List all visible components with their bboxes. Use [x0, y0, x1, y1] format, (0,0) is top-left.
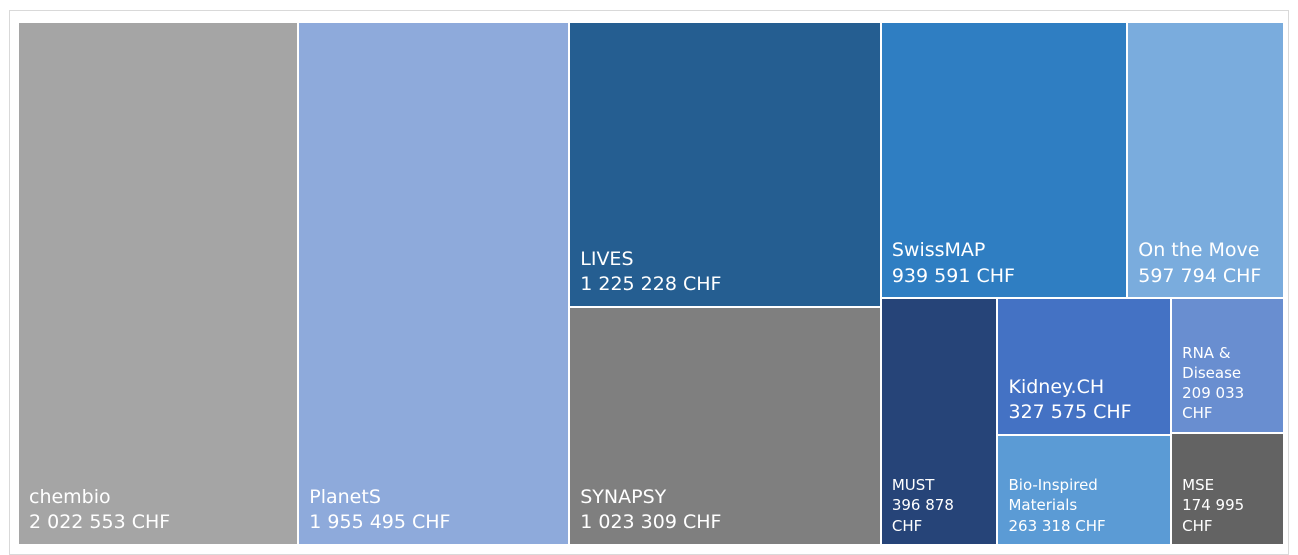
- treemap-cell: RNA & Disease 209 033 CHF: [1171, 298, 1284, 433]
- cell-value: 263 318 CHF: [1008, 516, 1106, 535]
- cell-label: MSE: [1182, 476, 1215, 495]
- treemap-cell: On the Move 597 794 CHF: [1127, 22, 1284, 299]
- cell-value: 174 995 CHF: [1182, 496, 1245, 535]
- treemap-cell: LIVES 1 225 228 CHF: [569, 22, 881, 307]
- cell-value: 396 878 CHF: [891, 496, 954, 535]
- cell-label: On the Move: [1138, 239, 1260, 262]
- cell-label: PlanetS: [309, 485, 381, 508]
- cell-label: LIVES: [580, 247, 634, 270]
- cell-value: 939 591 CHF: [891, 264, 1015, 287]
- treemap-cell: Kidney.CH 327 575 CHF: [997, 298, 1172, 436]
- treemap-cell: chembio 2 022 553 CHF: [18, 22, 299, 545]
- cell-label: RNA & Disease: [1182, 343, 1242, 382]
- cell-label: Bio-Inspired Materials: [1008, 476, 1098, 515]
- cell-label: SYNAPSY: [580, 485, 667, 508]
- treemap-cell: SwissMAP 939 591 CHF: [880, 22, 1128, 299]
- cell-value: 209 033 CHF: [1182, 384, 1245, 423]
- cell-value: 1 955 495 CHF: [309, 511, 451, 534]
- cell-label: Kidney.CH: [1008, 375, 1105, 398]
- treemap-cell: MSE 174 995 CHF: [1171, 432, 1284, 545]
- cell-label: SwissMAP: [891, 239, 986, 262]
- cell-value: 597 794 CHF: [1138, 264, 1262, 287]
- cell-label: MUST: [891, 476, 935, 495]
- treemap: chembio 2 022 553 CHF PlanetS 1 955 495 CHF…: [18, 22, 1284, 545]
- cell-value: 1 225 228 CHF: [580, 273, 722, 296]
- treemap-cell: PlanetS 1 955 495 CHF: [298, 22, 570, 545]
- cell-label: chembio: [29, 485, 111, 508]
- cell-value: 327 575 CHF: [1008, 401, 1132, 424]
- cell-value: 2 022 553 CHF: [29, 511, 171, 534]
- treemap-cell: Bio-Inspired Materials 263 318 CHF: [997, 435, 1172, 545]
- cell-value: 1 023 309 CHF: [580, 511, 722, 534]
- treemap-cell: MUST 396 878 CHF: [880, 298, 998, 545]
- treemap-cell: SYNAPSY 1 023 309 CHF: [569, 306, 881, 545]
